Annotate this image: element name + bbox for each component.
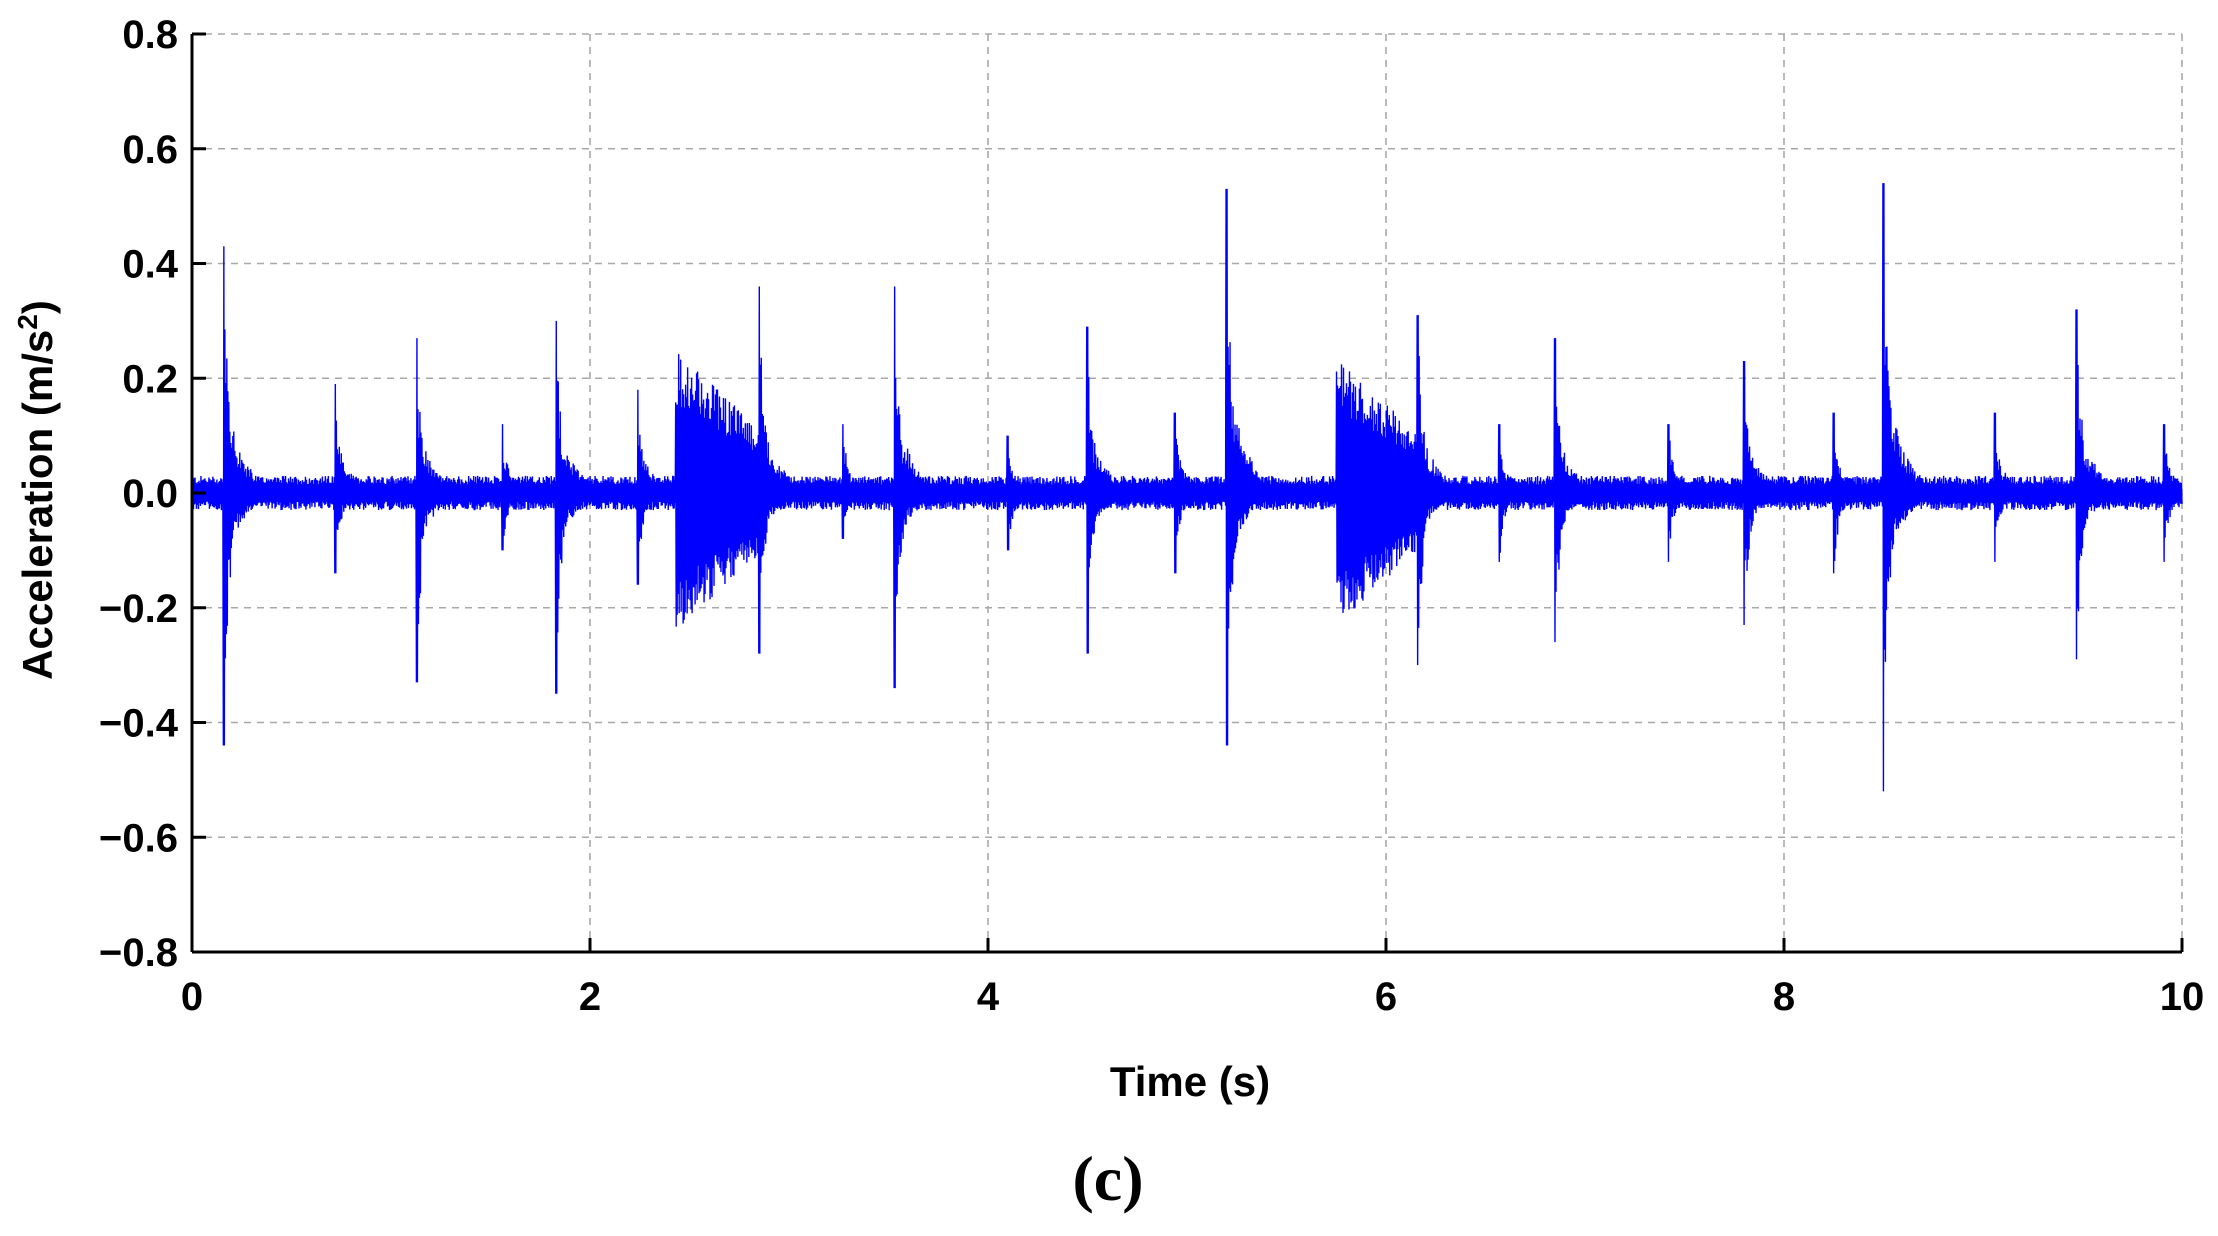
signal-trace — [191, 183, 2183, 792]
x-tick-label: 4 — [977, 975, 1000, 1019]
x-tick-label: 10 — [2160, 975, 2205, 1019]
y-tick-label: 0.6 — [122, 128, 178, 172]
y-axis-title-main: Acceleration (m/s — [14, 330, 61, 680]
x-tick-labels: 0 2 4 6 8 10 — [181, 975, 2204, 1019]
y-tick-label: −0.2 — [99, 587, 178, 631]
y-tick-label: −0.6 — [99, 816, 178, 860]
y-tick-label: −0.8 — [99, 931, 178, 975]
x-tick-label: 0 — [181, 975, 203, 1019]
panel-label: (c) — [1072, 1143, 1143, 1214]
x-axis-title: Time (s) — [1110, 1058, 1270, 1105]
acceleration-signal — [191, 183, 2183, 792]
y-tick-label: 0.8 — [122, 13, 178, 57]
y-axis-title-superscript: 2 — [12, 314, 43, 330]
y-tick-label: 0.2 — [122, 357, 178, 401]
x-tick-label: 6 — [1375, 975, 1397, 1019]
y-tick-labels: 0.8 0.6 0.4 0.2 0.0 −0.2 −0.4 −0.6 −0.8 — [99, 13, 179, 975]
axes — [190, 32, 2184, 954]
y-tick-label: −0.4 — [99, 702, 179, 746]
y-axis-title-close: ) — [14, 300, 61, 314]
x-tick-label: 8 — [1773, 975, 1795, 1019]
x-tick-label: 2 — [579, 975, 601, 1019]
y-axis-title: Acceleration (m/s2) — [12, 300, 62, 680]
y-tick-label: 0.4 — [122, 243, 178, 287]
y-tick-label: 0.0 — [122, 472, 178, 516]
